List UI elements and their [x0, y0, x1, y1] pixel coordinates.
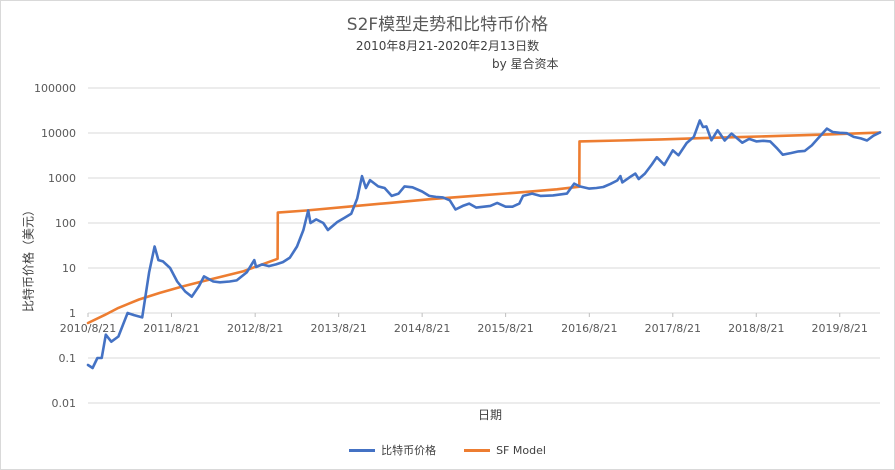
legend-swatch-sf-model: [464, 448, 491, 452]
legend: 比特币价格 SF Model: [0, 442, 895, 458]
y-tick-label: 1: [69, 307, 76, 320]
y-tick-label: 0.01: [52, 397, 77, 410]
chart-title: S2F模型走势和比特币价格: [346, 15, 549, 35]
x-tick-label: 2019/8/21: [812, 322, 868, 335]
legend-label-sf-model: SF Model: [496, 443, 546, 457]
y-tick-label: 0.1: [59, 352, 77, 365]
legend-item-sf-model[interactable]: SF Model: [464, 442, 546, 458]
x-tick-label: 2017/8/21: [645, 322, 701, 335]
x-tick-label: 2012/8/21: [227, 322, 283, 335]
series-line-price: [86, 119, 882, 370]
y-tick-label: 1000: [48, 172, 76, 185]
y-tick-label: 100000: [34, 82, 76, 95]
x-tick-label: 2013/8/21: [310, 322, 366, 335]
x-tick-label: 2011/8/21: [143, 322, 199, 335]
x-tick-label: 2016/8/21: [561, 322, 617, 335]
x-axis-label: 日期: [478, 408, 503, 422]
x-tick-label: 2018/8/21: [728, 322, 784, 335]
x-tick-label: 2015/8/21: [477, 322, 533, 335]
legend-item-price[interactable]: 比特币价格: [349, 442, 436, 458]
y-tick-label: 10000: [41, 127, 76, 140]
legend-swatch-price: [349, 448, 376, 452]
x-tick-label: 2010/8/21: [60, 322, 116, 335]
x-tick-label: 2014/8/21: [394, 322, 450, 335]
series-line-sf-model: [86, 131, 882, 325]
chart-subtitle: 2010年8月21-2020年2月13日数: [355, 39, 540, 53]
y-tick-label: 100: [55, 217, 76, 230]
y-axis-label: 比特币价格（美元）: [21, 203, 36, 313]
legend-label-price: 比特币价格: [381, 444, 437, 457]
y-tick-label: 10: [62, 262, 76, 275]
chart-byline: by 星合资本: [492, 57, 559, 71]
